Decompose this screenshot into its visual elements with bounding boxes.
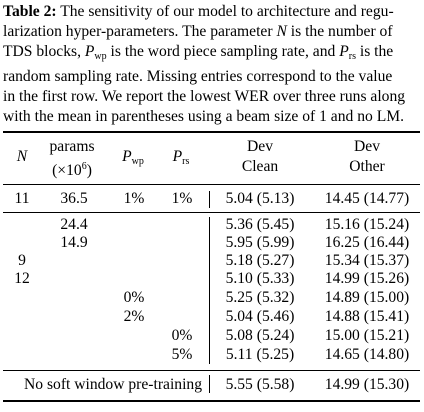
table-group-rule — [3, 212, 420, 213]
cell-dev-other: 15.34 (15.37) — [324, 252, 410, 269]
column-separator — [209, 217, 210, 364]
cell-dev-clean: 5.25 (5.32) — [225, 289, 295, 306]
cell-dev-clean: 5.18 (5.27) — [225, 252, 295, 269]
cell-dev-clean: 5.08 (5.24) — [225, 327, 295, 344]
cell-dev-other: 14.88 (15.41) — [324, 308, 410, 325]
caption-line-5: in the first row. We report the lowest W… — [3, 87, 406, 105]
cell-prs: 0% — [171, 327, 193, 344]
column-separator — [209, 375, 210, 393]
cell-dev-other: 16.25 (16.44) — [324, 234, 410, 251]
cell-dev-clean: 5.04 (5.13) — [225, 190, 295, 207]
cell-pwp: 1% — [123, 190, 145, 207]
header-params: params — [49, 138, 95, 155]
caption-line-1: Table 2: The sensitivity of our model to… — [3, 3, 394, 20]
header-prs: Prs — [172, 148, 190, 167]
cell-prs: 5% — [171, 346, 193, 363]
footer-dev-clean: 5.55 (5.58) — [225, 376, 295, 393]
cell-dev-clean: 5.10 (5.33) — [225, 270, 295, 287]
column-separator — [209, 191, 210, 208]
header-params-unit: (×106) — [52, 161, 92, 179]
header-pwp: Pwp — [122, 148, 144, 167]
cell-dev-other: 14.45 (14.77) — [324, 190, 410, 207]
caption-line-6: with the mean in parentheses using a bea… — [3, 107, 404, 125]
table-header-rule — [3, 184, 420, 185]
table-caption: Table 2: The sensitivity of our model to… — [3, 2, 423, 126]
cell-params: 36.5 — [60, 190, 88, 207]
footer-dev-other: 14.99 (15.30) — [324, 376, 410, 393]
header-dev-other: Dev — [354, 138, 380, 155]
caption-line-3: TDS blocks, Pwp is the word piece sampli… — [3, 42, 394, 62]
cell-dev-clean: 5.95 (5.99) — [225, 234, 295, 251]
cell-params: 24.4 — [60, 216, 88, 233]
header-n: N — [16, 148, 28, 165]
cell-dev-other: 14.89 (15.00) — [324, 289, 410, 306]
cell-params: 14.9 — [60, 234, 88, 251]
cell-dev-clean: 5.11 (5.25) — [225, 346, 295, 363]
cell-dev-other: 14.65 (14.80) — [324, 346, 410, 363]
header-dev-other-sub: Other — [349, 158, 385, 175]
cell-n: 12 — [14, 270, 30, 287]
caption-line-2: larization hyper-parameters. The paramet… — [3, 22, 393, 40]
header-dev-clean-sub: Clean — [241, 158, 279, 175]
cell-n: 11 — [14, 190, 30, 207]
table-bottom-rule — [3, 400, 420, 402]
cell-pwp: 2% — [123, 308, 145, 325]
cell-dev-clean: 5.36 (5.45) — [225, 216, 295, 233]
cell-dev-other: 14.99 (15.26) — [324, 270, 410, 287]
cell-prs: 1% — [171, 190, 193, 207]
cell-n: 9 — [18, 252, 26, 269]
table-top-rule — [3, 131, 420, 133]
caption-line-4: random sampling rate. Missing entries co… — [3, 67, 393, 85]
footer-label: No soft window pre-training — [24, 376, 202, 393]
header-dev-clean: Dev — [247, 138, 273, 155]
cell-dev-clean: 5.04 (5.46) — [225, 308, 295, 325]
table-footer-rule — [3, 370, 420, 371]
caption-label: Table 2: — [3, 3, 57, 20]
cell-dev-other: 15.16 (15.24) — [324, 216, 410, 233]
cell-dev-other: 15.00 (15.21) — [324, 327, 410, 344]
cell-pwp: 0% — [123, 289, 145, 306]
